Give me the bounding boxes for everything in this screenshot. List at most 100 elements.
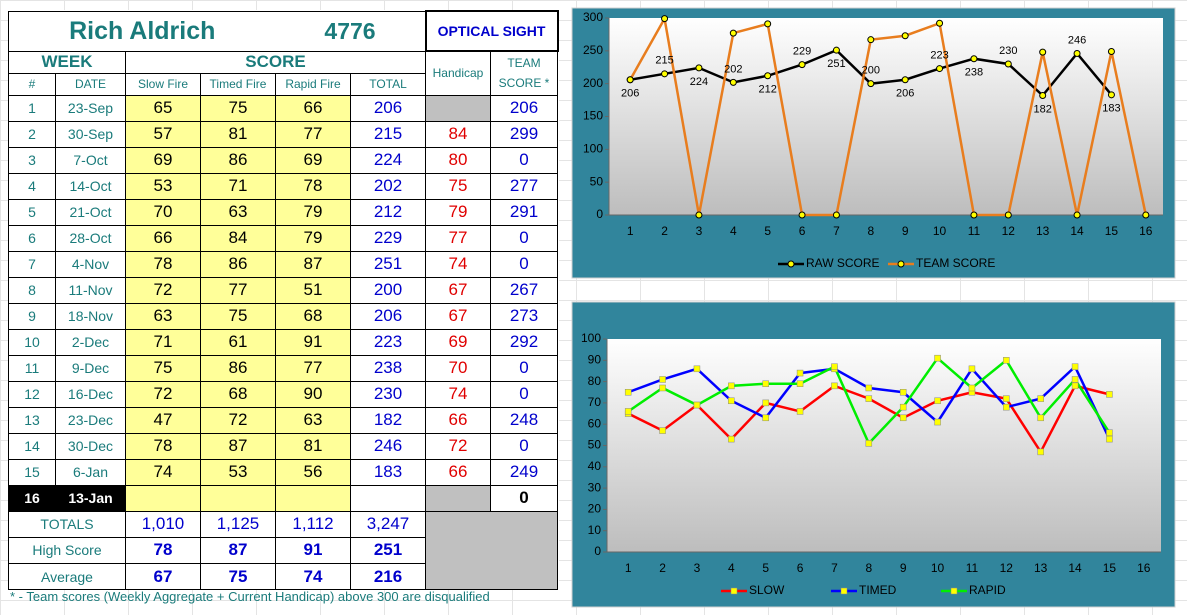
score-cell: 223 [350, 328, 426, 356]
marker [970, 55, 978, 63]
x-tick-label: 9 [900, 561, 907, 575]
week-cell: 1 [8, 94, 56, 122]
score-cell: 53 [125, 172, 201, 200]
marker [968, 384, 976, 392]
score-cell: 57 [125, 120, 201, 148]
score-cell [200, 484, 276, 512]
y-tick-label: 100 [581, 331, 601, 345]
y-tick-label: 50 [588, 438, 602, 452]
marker [796, 369, 804, 377]
x-tick-label: 1 [625, 561, 632, 575]
data-label: 206 [621, 88, 639, 100]
marker [831, 363, 838, 370]
x-tick-label: 10 [931, 561, 945, 575]
score-cell: 70 [125, 198, 201, 226]
marker [796, 380, 804, 387]
score-cell: 202 [350, 172, 426, 200]
marker [865, 384, 873, 392]
score-cell: 61 [200, 328, 276, 356]
week-cell: 11-Nov [55, 276, 126, 304]
score-cell: 66 [125, 224, 201, 252]
x-tick-label: 10 [933, 224, 947, 238]
marker [832, 46, 840, 54]
marker [840, 587, 848, 595]
summary-value: 74 [275, 563, 351, 591]
marker [1107, 47, 1115, 55]
summary-value: 3,247 [350, 510, 426, 538]
score-cell: 69 [275, 146, 351, 174]
marker [1039, 48, 1047, 56]
week-cell: 6 [8, 224, 56, 252]
marker [624, 389, 632, 396]
score-cell: 77 [200, 276, 276, 304]
y-tick-label: 80 [588, 374, 602, 388]
score-cell: 77 [275, 354, 351, 382]
score-cell: 80 [425, 146, 491, 174]
marker [659, 376, 666, 383]
marker [1037, 448, 1044, 456]
score-cell: 72 [200, 406, 276, 434]
x-tick-label: 8 [867, 224, 874, 238]
week-cell: 8 [8, 276, 56, 304]
y-tick-label: 300 [583, 10, 603, 24]
y-tick-label: 0 [594, 544, 601, 558]
score-cell: 86 [200, 250, 276, 278]
x-tick-label: 11 [968, 224, 981, 238]
score-cell: 86 [200, 146, 276, 174]
marker [865, 395, 873, 402]
week-cell: 30-Sep [55, 120, 126, 148]
column-header: DATE [55, 72, 126, 96]
summary-value: 1,125 [200, 510, 276, 538]
y-tick-label: 20 [588, 502, 602, 516]
summary-value: 87 [200, 536, 276, 565]
marker [796, 408, 804, 415]
y-tick-label: 200 [583, 76, 603, 90]
score-cell: 230 [350, 380, 426, 408]
score-cell: 246 [350, 432, 426, 460]
y-tick-label: 40 [588, 459, 602, 473]
data-label: 182 [1034, 103, 1052, 115]
x-tick-label: 15 [1103, 561, 1117, 575]
marker [897, 260, 905, 268]
marker [867, 80, 875, 88]
legend-label: SLOW [749, 583, 785, 597]
table-row: # DATE Slow Fire Timed Fire Rapid Fire TOTAL [8, 72, 558, 96]
score-cell: 75 [200, 94, 276, 122]
marker [1073, 49, 1081, 57]
column-header: Timed Fire [200, 72, 276, 96]
week-cell: 5 [8, 198, 56, 226]
score-cell: 81 [275, 432, 351, 460]
score-cell [350, 484, 426, 512]
team-header: TEAM SCORE * [490, 50, 558, 96]
week-cell: 10 [8, 328, 56, 356]
summary-value: 1,010 [125, 510, 201, 538]
score-cell: 292 [490, 328, 558, 356]
marker [1106, 391, 1113, 398]
week-cell: 23-Sep [55, 94, 126, 122]
marker [936, 65, 944, 73]
score-cell: 277 [490, 172, 558, 200]
score-cell: 87 [200, 432, 276, 460]
score-cell: 65 [125, 94, 201, 122]
summary-blank [425, 510, 558, 591]
table-row: 5 21-Oct 70 63 79 212 79 291 [8, 198, 558, 226]
score-cell: 68 [275, 302, 351, 330]
y-tick-label: 150 [583, 109, 603, 123]
score-cell: 79 [275, 224, 351, 252]
score-cell: 251 [350, 250, 426, 278]
week-cell: 14 [8, 432, 56, 460]
x-tick-label: 6 [799, 224, 806, 238]
score-cell: 200 [350, 276, 426, 304]
score-cell: 90 [275, 380, 351, 408]
score-cell: 87 [275, 250, 351, 278]
marker [1142, 211, 1150, 219]
x-tick-label: 16 [1137, 561, 1151, 575]
score-cell: 273 [490, 302, 558, 330]
y-tick-label: 50 [590, 174, 604, 188]
legend-label: TIMED [859, 583, 897, 597]
week-cell: 3 [8, 146, 56, 174]
marker [1037, 414, 1044, 422]
score-cell: 229 [350, 224, 426, 252]
